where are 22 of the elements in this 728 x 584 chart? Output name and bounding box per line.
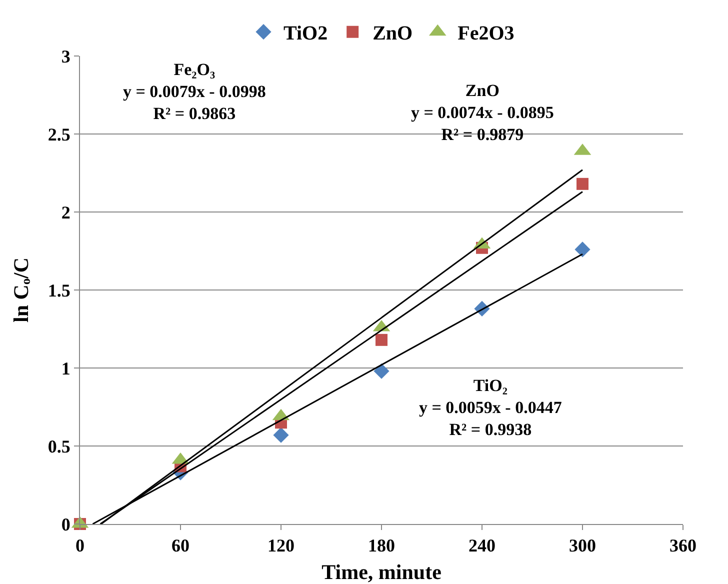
- legend-label: TiO2: [284, 22, 328, 45]
- y-tick-label: 2: [61, 202, 70, 222]
- y-tick-label: 1.5: [48, 280, 70, 300]
- x-tick-label: 360: [670, 536, 696, 556]
- y-tick-label: 3: [61, 46, 70, 66]
- legend-label: Fe2O3: [458, 22, 514, 45]
- x-tick-label: 300: [569, 536, 596, 556]
- annotation: ZnO y = 0.0074x - 0.0895 R² = 0.9879: [411, 81, 554, 144]
- y-tick-label: 0: [61, 514, 70, 534]
- y-tick-label: 2.5: [48, 124, 70, 144]
- x-tick-label: 240: [468, 536, 496, 556]
- annotation: TiO₂ y = 0.0059x - 0.0447 R² = 0.9938: [419, 376, 562, 440]
- y-tick-label: 0.5: [48, 436, 70, 456]
- annotation: Fe₂O₃ y = 0.0079x - 0.0998 R² = 0.9863: [123, 60, 266, 124]
- y-tick-label: 1: [61, 358, 70, 378]
- x-tick-label: 60: [172, 536, 190, 556]
- y-axis-title: ln Cₒ/C: [9, 258, 33, 322]
- legend-label: ZnO: [372, 22, 413, 45]
- x-tick-label: 120: [268, 536, 294, 556]
- x-axis-title: Time, minute: [322, 560, 442, 584]
- x-tick-label: 0: [76, 536, 84, 556]
- x-tick-label: 180: [368, 536, 395, 556]
